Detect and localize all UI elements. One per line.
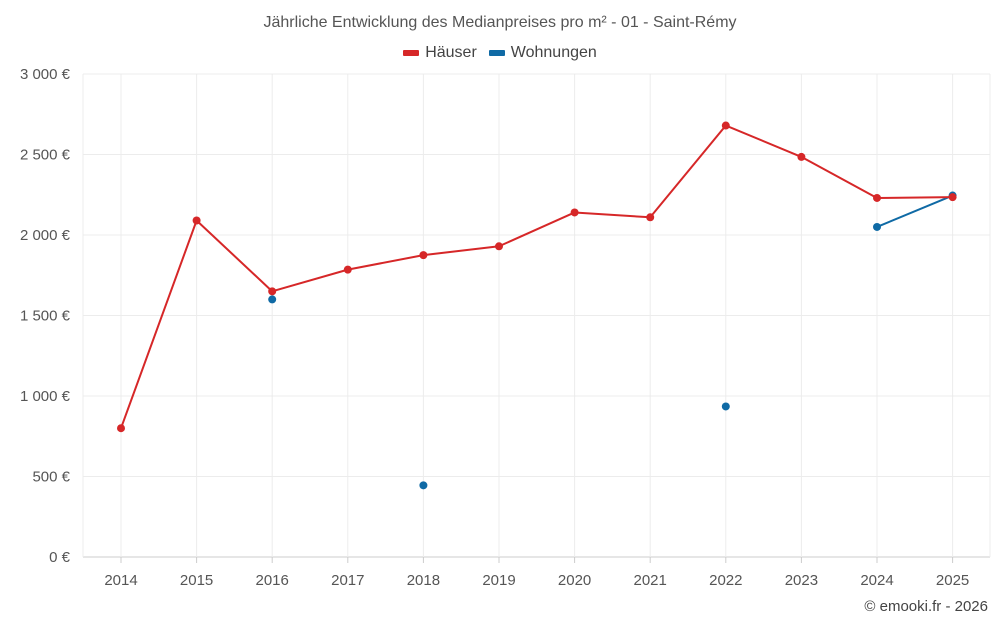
x-tick-label: 2020 (558, 572, 591, 589)
x-tick-label: 2023 (785, 572, 818, 589)
series-lines (120, 124, 953, 429)
y-tick-label: 3 000 € (20, 66, 71, 83)
legend-swatch-wohnungen (488, 50, 505, 56)
data-point-wohnungen[interactable] (268, 295, 277, 304)
x-tick-label: 2021 (634, 572, 667, 589)
data-point-haeuser[interactable] (495, 242, 503, 251)
data-point-wohnungen[interactable] (419, 481, 428, 490)
x-tick-label: 2018 (407, 572, 440, 589)
chart-legend: Häuser Wohnungen (0, 44, 1000, 62)
grid-lines (82, 73, 991, 558)
series-line-wohnungen (876, 194, 953, 228)
y-tick-label: 1 500 € (20, 308, 71, 325)
x-tick-label: 2024 (860, 572, 893, 589)
y-tick-label: 0 € (49, 549, 71, 566)
data-point-haeuser[interactable] (797, 152, 806, 161)
data-point-haeuser[interactable] (721, 121, 730, 130)
data-point-haeuser[interactable] (268, 287, 277, 296)
x-tick-label: 2022 (709, 572, 742, 589)
data-point-haeuser[interactable] (117, 424, 125, 433)
y-tick-label: 2 500 € (20, 147, 71, 164)
x-tick-label: 2017 (331, 572, 364, 589)
x-tick-label: 2014 (104, 572, 137, 589)
data-point-haeuser[interactable] (343, 265, 352, 274)
data-point-haeuser[interactable] (948, 193, 957, 202)
x-tick-label: 2016 (256, 572, 289, 589)
y-tick-label: 1 000 € (20, 388, 71, 405)
data-point-haeuser[interactable] (192, 216, 201, 225)
legend-swatch-haeuser (403, 50, 420, 56)
y-tick-label: 2 000 € (20, 227, 71, 244)
data-point-haeuser[interactable] (873, 193, 881, 202)
x-tick-label: 2025 (936, 572, 969, 589)
legend-label-wohnungen: Wohnungen (510, 44, 597, 61)
copyright-text: © emooki.fr - 2026 (864, 598, 988, 615)
series-line-haeuser (120, 124, 953, 429)
x-axis: 2014 2015 2016 2017 2018 2019 2020 2021 2022 2023… (104, 557, 969, 589)
x-tick-label: 2019 (482, 572, 515, 589)
data-point-haeuser[interactable] (419, 251, 428, 260)
legend-label-haeuser: Häuser (425, 44, 477, 61)
x-tick-label: 2015 (180, 572, 213, 589)
legend-item-wohnungen[interactable]: Wohnungen (488, 44, 597, 62)
chart-title: Jährliche Entwicklung des Medianpreises … (263, 14, 737, 31)
data-point-wohnungen[interactable] (873, 222, 881, 231)
data-point-haeuser[interactable] (570, 208, 579, 217)
y-axis: 0 € 500 € 1 000 € 1 500 € 2 000 € 2 500 € 3 00… (20, 66, 71, 566)
y-tick-label: 500 € (32, 469, 70, 486)
legend-item-haeuser[interactable]: Häuser (403, 44, 477, 62)
data-point-haeuser[interactable] (646, 213, 655, 222)
series-points (117, 121, 957, 490)
data-point-wohnungen[interactable] (721, 402, 730, 411)
